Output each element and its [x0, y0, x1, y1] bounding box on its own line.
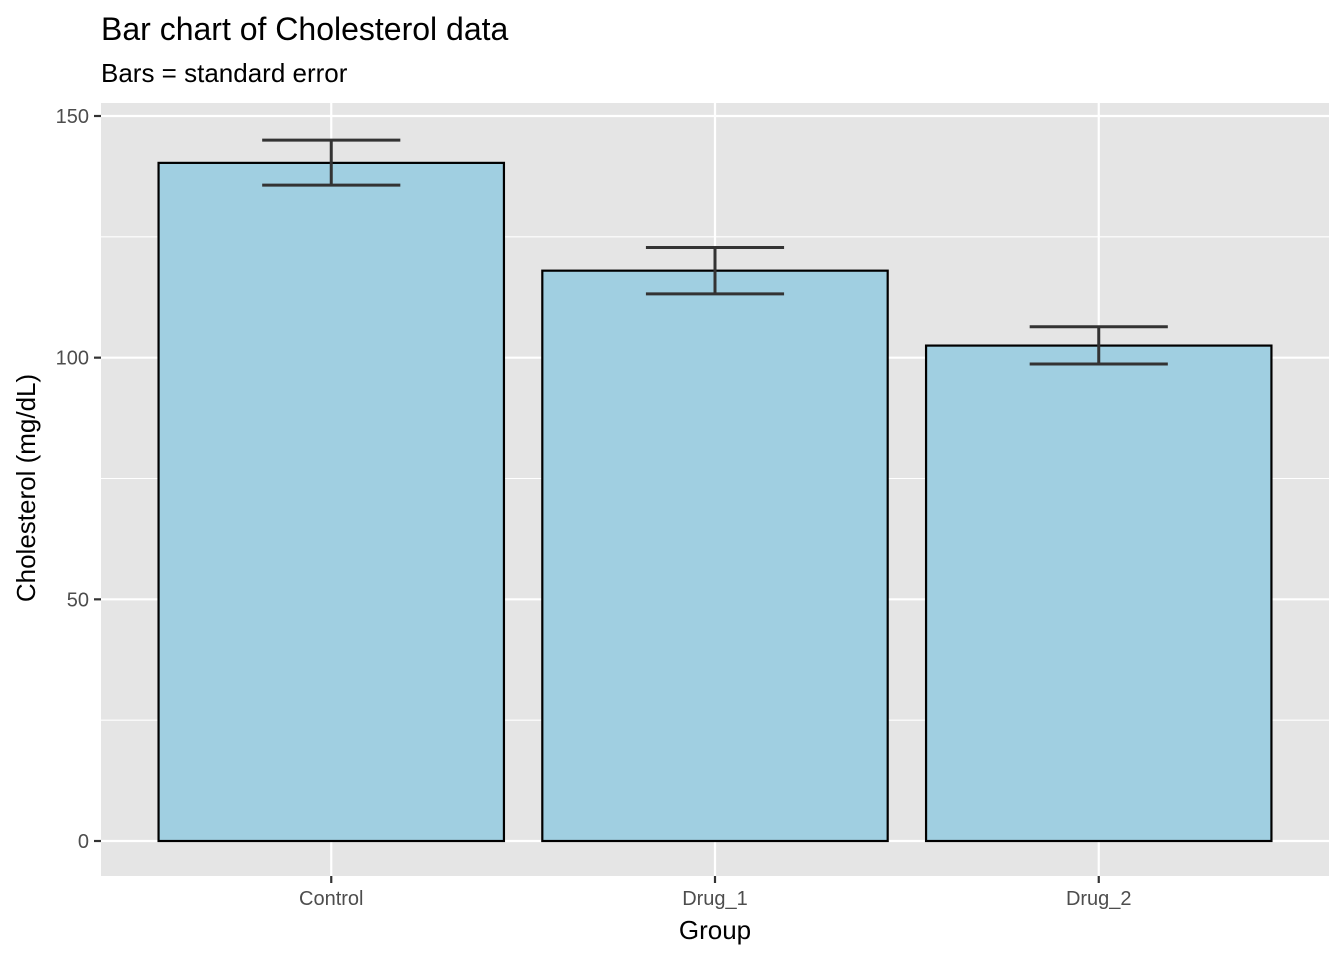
- y-tick-label: 0: [78, 831, 89, 853]
- x-tick-label: Drug_1: [682, 888, 748, 910]
- bar-drug-1: [541, 269, 889, 843]
- error-bar-control: [262, 138, 401, 187]
- chart-subtitle: Bars = standard error: [101, 58, 348, 88]
- x-tick-label: Drug_2: [1066, 888, 1132, 910]
- error-bar-drug-1: [645, 245, 785, 296]
- y-tick-label: 100: [56, 348, 89, 370]
- y-axis: 0 50 100 150: [56, 106, 101, 853]
- error-bar-drug-2: [1029, 325, 1168, 366]
- bar-drug-2: [924, 344, 1273, 843]
- bar-control: [157, 161, 506, 843]
- y-tick-label: 50: [67, 589, 89, 611]
- x-axis: Control Drug_1 Drug_2: [299, 876, 1132, 910]
- x-axis-title: Group: [679, 915, 751, 945]
- x-tick-label: Control: [299, 888, 363, 910]
- bars: [157, 161, 1273, 843]
- error-bars: [262, 138, 1168, 366]
- y-tick-label: 150: [56, 106, 89, 128]
- y-axis-title: Cholesterol (mg/dL): [11, 374, 41, 602]
- chart-title: Bar chart of Cholesterol data: [101, 11, 509, 47]
